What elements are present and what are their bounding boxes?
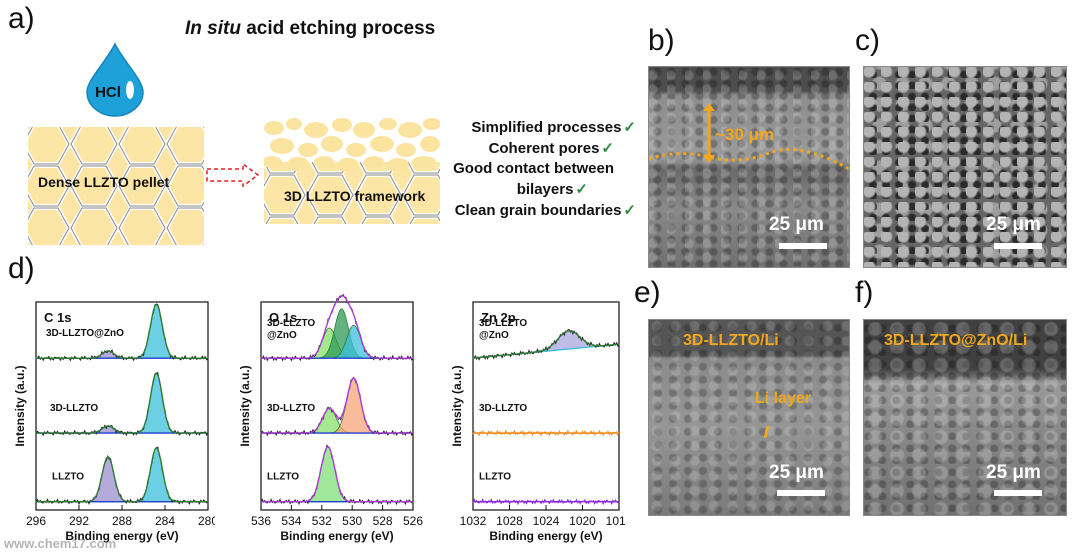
panel-label-f: f) [855,276,874,309]
x-tick-label: 296 [26,514,46,528]
scale-bar-label-f: 25 μm [986,462,1041,483]
feature-item: Simplified processes ✓ [471,119,636,136]
check-icon: ✓ [575,181,588,198]
x-tick-label: 284 [155,514,175,528]
sem-image-c: 25 μm [863,66,1067,268]
feature-item: Coherent pores ✓ [488,140,614,157]
series-data-line [472,429,620,437]
x-tick-label: 534 [281,514,301,528]
x-axis-label: Binding energy (eV) [489,529,602,543]
series-data-line [35,371,209,437]
sem-image-e: 3D-LLZTO/Li Li layer 25 μm [648,319,850,516]
scale-bar-e [777,490,825,496]
process-arrow [206,163,260,187]
x-tick-label: 530 [342,514,362,528]
series-fit-line [36,446,208,503]
series-fit-line [36,371,208,434]
panel-a-title: In situ acid etching process [185,18,435,40]
x-tick-label: 532 [312,514,332,528]
x-tick-label: 1028 [496,514,523,528]
plot-frame [260,301,414,511]
x-axis-label: Binding energy (eV) [65,529,178,543]
scale-bar-b [779,243,827,249]
y-axis-label: Intensity (a.u.) [13,365,27,446]
series-label: LLZTO [267,472,299,483]
series-fit-line [261,294,413,359]
xps-chart-c1s: C 1s 296 292 288 284 280 Binding energy (eV) In… [13,301,215,543]
chart-title: O 1s [269,310,297,325]
sem-image-f: 3D-LLZTO@ZnO/Li 25 μm [863,319,1067,516]
interface-overlay [649,103,849,171]
sem-image-b: ~30 μm 25 μm [648,66,850,268]
series-label: 3D-LLZTO [50,403,98,414]
y-axis-label: Intensity (a.u.) [450,365,464,446]
chart-title: Zn 2p [481,310,516,325]
panel-a-title-rest: acid etching process [240,18,436,39]
framework-block: 3D LLZTO framework [264,118,440,224]
li-layer-label: Li layer [755,390,812,407]
watermark: www.chem17.com [4,536,117,551]
panel-label-a: a) [8,2,35,35]
x-tick-label: 1020 [569,514,596,528]
panel-label-c: c) [855,24,880,57]
x-axis-label: Binding energy (eV) [280,529,393,543]
feature-item: Clean grain boundaries ✓ [454,202,636,219]
x-tick-label: 280 [198,514,215,528]
dense-pellet-label: Dense LLZTO pellet [38,174,170,190]
li-layer-marker [763,425,770,439]
series-data-line [472,498,620,506]
series-label: 3D-LLZTO [267,318,315,329]
x-tick-label: 528 [373,514,393,528]
hexagon-grains [28,127,204,245]
check-icon: ✓ [623,202,636,219]
panel-a-title-italic: In situ [185,18,241,39]
scale-bar-label-e: 25 μm [769,462,824,483]
series-data-line [260,376,414,437]
x-tick-label: 536 [251,514,271,528]
check-icon: ✓ [623,119,636,136]
series-label: LLZTO [479,472,511,483]
feature-list: Simplified processes ✓ Coherent pores ✓ Go… [444,118,636,219]
xps-chart-zn2p: Zn 2p 1032 1028 1024 1020 1016 Binding energy … [450,301,625,543]
series-label: LLZTO [52,472,84,483]
dense-pellet-block: Dense LLZTO pellet [28,127,204,245]
panel-f-title: 3D-LLZTO@ZnO/Li [884,332,1028,349]
series-fit-line [36,303,208,359]
scale-bar-label-c: 25 μm [986,214,1041,235]
x-tick-label: 526 [403,514,423,528]
scale-bar-c [994,243,1042,249]
series-label: 3D-LLZTO [479,403,527,414]
x-tick-label: 1024 [533,514,560,528]
hcl-droplet: HCl [86,42,144,117]
series-fit-line [261,445,413,503]
x-tick-label: 292 [69,514,89,528]
y-axis-label: Intensity (a.u.) [238,365,252,446]
panel-label-b: b) [648,24,675,57]
feature-item: bilayers ✓ [516,181,588,198]
droplet-label: HCl [95,84,121,101]
series-label: @ZnO [479,330,509,341]
feature-item: Good contact between [453,160,614,177]
series-label: 3D-LLZTO [479,318,527,329]
x-tick-label: 1032 [460,514,487,528]
series-label: @ZnO [267,330,297,341]
x-tick-label: 1016 [606,514,625,528]
panel-e-title: 3D-LLZTO/Li [683,332,779,349]
series-fit-line [261,377,413,434]
chart-title: C 1s [44,310,71,325]
xps-chart-o1s: O 1s 536 534 532 530 528 526 Binding energy (eV… [238,293,423,543]
scale-bar-f [994,490,1042,496]
framework-label: 3D LLZTO framework [284,188,426,204]
check-icon: ✓ [601,140,614,157]
series-label: 3D-LLZTO@ZnO [46,328,124,339]
series-fit-line [472,330,620,359]
thickness-label: ~30 μm [715,125,775,144]
scale-bar-label-b: 25 μm [769,214,824,235]
framework-graphic [264,118,440,224]
series-label: 3D-LLZTO [267,403,315,414]
x-tick-label: 288 [112,514,132,528]
panel-label-e: e) [634,276,661,309]
panel-label-d: d) [8,252,35,285]
